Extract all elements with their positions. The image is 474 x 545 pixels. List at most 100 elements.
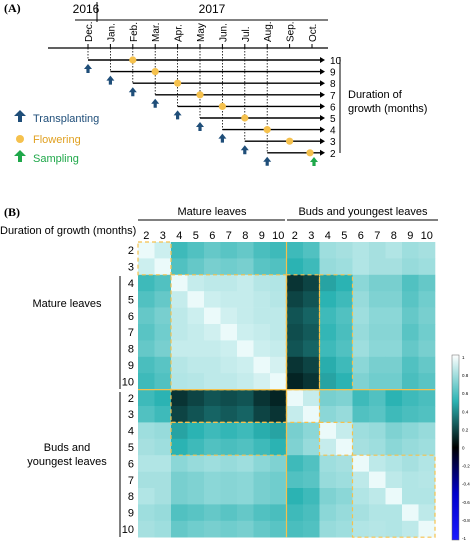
col-tick-label: 3 [308,230,314,242]
heatmap-cell [171,422,188,440]
heatmap-cell [319,438,337,456]
arrow-up-icon [14,150,26,162]
row-tick-label: 3 [128,262,134,274]
arrow-right-icon [320,149,325,156]
month-label: Mar. [151,23,162,42]
heatmap-cell [138,242,155,259]
heatmap-cell [270,455,287,472]
heatmap-cell [418,422,436,440]
row-tick-label: 6 [128,458,134,470]
colorbar-tick-label: -0.2 [462,464,470,469]
heatmap-cell [220,422,238,440]
heatmap-cell [369,373,386,390]
col-tick-label: 7 [226,230,232,242]
col-tick-label: 2 [143,230,149,242]
arrow-up-icon [196,122,204,131]
heatmap-cell [204,242,221,259]
dot-icon [218,102,226,110]
col-group-buds: Buds and youngest leaves [298,206,428,218]
heatmap-cell [171,356,188,374]
heatmap-cell [319,356,337,374]
heatmap-cell [237,307,254,325]
heatmap-cell [319,471,337,489]
heatmap-cell [402,488,419,505]
heatmap-cell [154,307,172,325]
heatmap-cell [352,520,370,538]
heatmap-cell [220,520,238,538]
heatmap-cell [187,307,205,325]
heatmap-cell [286,307,304,325]
heatmap-cell [303,438,320,456]
block-outline [318,421,354,456]
heatmap-cell [369,488,386,505]
col-tick-label: 9 [407,230,413,242]
heatmap-cell [286,455,304,472]
row-tick-label: 10 [122,524,134,536]
row-ticks: 2 3 4 5 6 7 8 9 10 2 3 4 5 6 7 8 9 10 [122,245,134,536]
row-tick-label: 8 [128,344,134,356]
colorbar-tick-label: 0.4 [462,409,469,414]
heatmap-cell [286,406,304,423]
heatmap-cell [138,340,155,358]
heatmap-cell [303,488,320,505]
heatmap-cell [237,291,254,308]
heatmap-cell [319,520,337,538]
heatmap-cell [369,274,386,292]
col-tick-label: 6 [209,230,215,242]
col-ticks: 2 3 4 5 6 7 8 9 10 2 3 4 5 6 7 8 9 10 [143,230,433,242]
heatmap-cell [253,406,271,423]
heatmap-cell [369,422,386,440]
duration-label-line2: growth (months) [348,103,427,115]
dot-icon [306,149,314,157]
duration-label-line1: Duration of [348,89,403,101]
heatmap-cell [402,406,419,423]
heatmap-cell [270,488,287,505]
heatmap-cell [204,488,221,505]
heatmap-cell [220,455,238,472]
row-tick-label: 9 [128,360,134,372]
heatmap-cell [385,324,403,341]
duration-value: 3 [330,137,336,148]
arrow-up-icon [263,156,272,166]
heatmap-cell [204,504,221,522]
heatmap-cell [204,324,221,341]
col-tick-label: 5 [341,230,347,242]
heatmap-cell [187,258,205,276]
heatmap-cell [385,504,403,522]
heatmap-cell [138,324,155,341]
legend-flowering: Flowering [33,134,81,146]
row-tick-label: 6 [128,311,134,323]
heatmap-cell [171,274,188,292]
col-tick-label: 4 [176,230,182,242]
legend: Transplanting Flowering Sampling [14,110,99,165]
block-outline [170,421,288,456]
heatmap-cell [270,307,287,325]
heatmap-cell [369,520,386,538]
dot-icon [286,137,294,145]
arrow-right-icon [320,80,325,87]
colorbar-tick-label: 0.2 [462,427,469,432]
heatmap-cell [270,242,287,259]
heatmap-cell [336,406,353,423]
legend-transplanting: Transplanting [33,113,99,125]
heatmap-cell [154,520,172,538]
arrow-right-icon [320,126,325,133]
heatmap-cell [204,274,221,292]
heatmap-cell [319,340,337,358]
heatmap-cell [154,488,172,505]
heatmap-cell [138,389,155,407]
heatmap-cell [187,438,205,456]
heatmap-cell [270,324,287,341]
heatmap-cell [369,291,386,308]
heatmap-cell [154,242,172,259]
heatmap-cell [319,389,337,407]
heatmap-cell [402,520,419,538]
heatmap-cell [369,438,386,456]
heatmap-cell [385,291,403,308]
dot-icon [263,126,271,134]
heatmap-cell [154,340,172,358]
heatmap-cell [171,504,188,522]
heatmap-cell [253,471,271,489]
heatmap-cell [286,324,304,341]
